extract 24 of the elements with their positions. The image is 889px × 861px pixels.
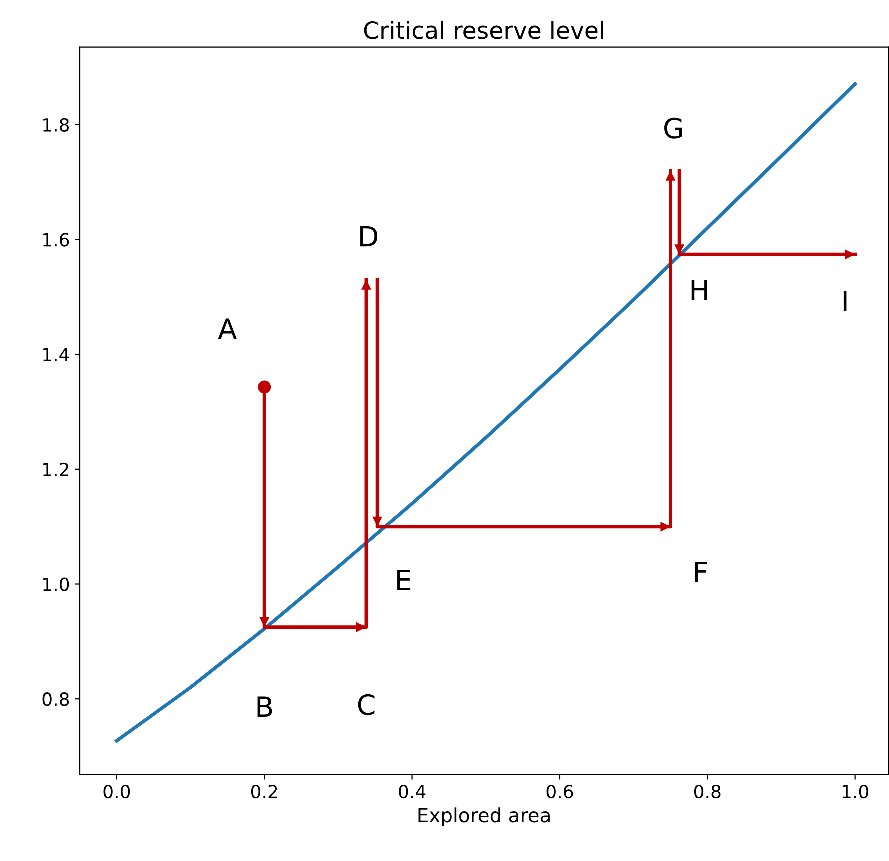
y-tick-label: 1.2 xyxy=(44,462,68,476)
chart-title: Critical reserve level xyxy=(364,21,604,40)
annotation: E xyxy=(398,570,411,590)
x-tick-label: 0.4 xyxy=(399,784,426,799)
x-tick-label: 1.0 xyxy=(842,784,868,799)
y-tick-label: 0.8 xyxy=(42,692,70,706)
y-tick-label: 1.8 xyxy=(44,118,70,132)
y-tick-label: 1.4 xyxy=(44,348,70,362)
y-tick-label: 1.0 xyxy=(44,578,70,592)
annotation: C xyxy=(358,694,375,716)
annotation: B xyxy=(258,696,272,717)
x-tick-label: 0.6 xyxy=(546,784,574,799)
x-tick-label: 0.2 xyxy=(251,784,278,799)
x-tick-label: 0.8 xyxy=(694,784,721,799)
annotation: I xyxy=(844,291,847,312)
y-tick-label: 1.6 xyxy=(44,233,70,247)
x-tick-label: 0.0 xyxy=(104,784,130,799)
annotation: H xyxy=(692,280,708,300)
annotation: F xyxy=(695,562,708,582)
annotation: A xyxy=(218,318,237,339)
line-series xyxy=(115,82,858,743)
x-axis-title: Explored area xyxy=(418,808,550,826)
annotation: D xyxy=(360,226,378,247)
annotation: G xyxy=(664,118,682,139)
